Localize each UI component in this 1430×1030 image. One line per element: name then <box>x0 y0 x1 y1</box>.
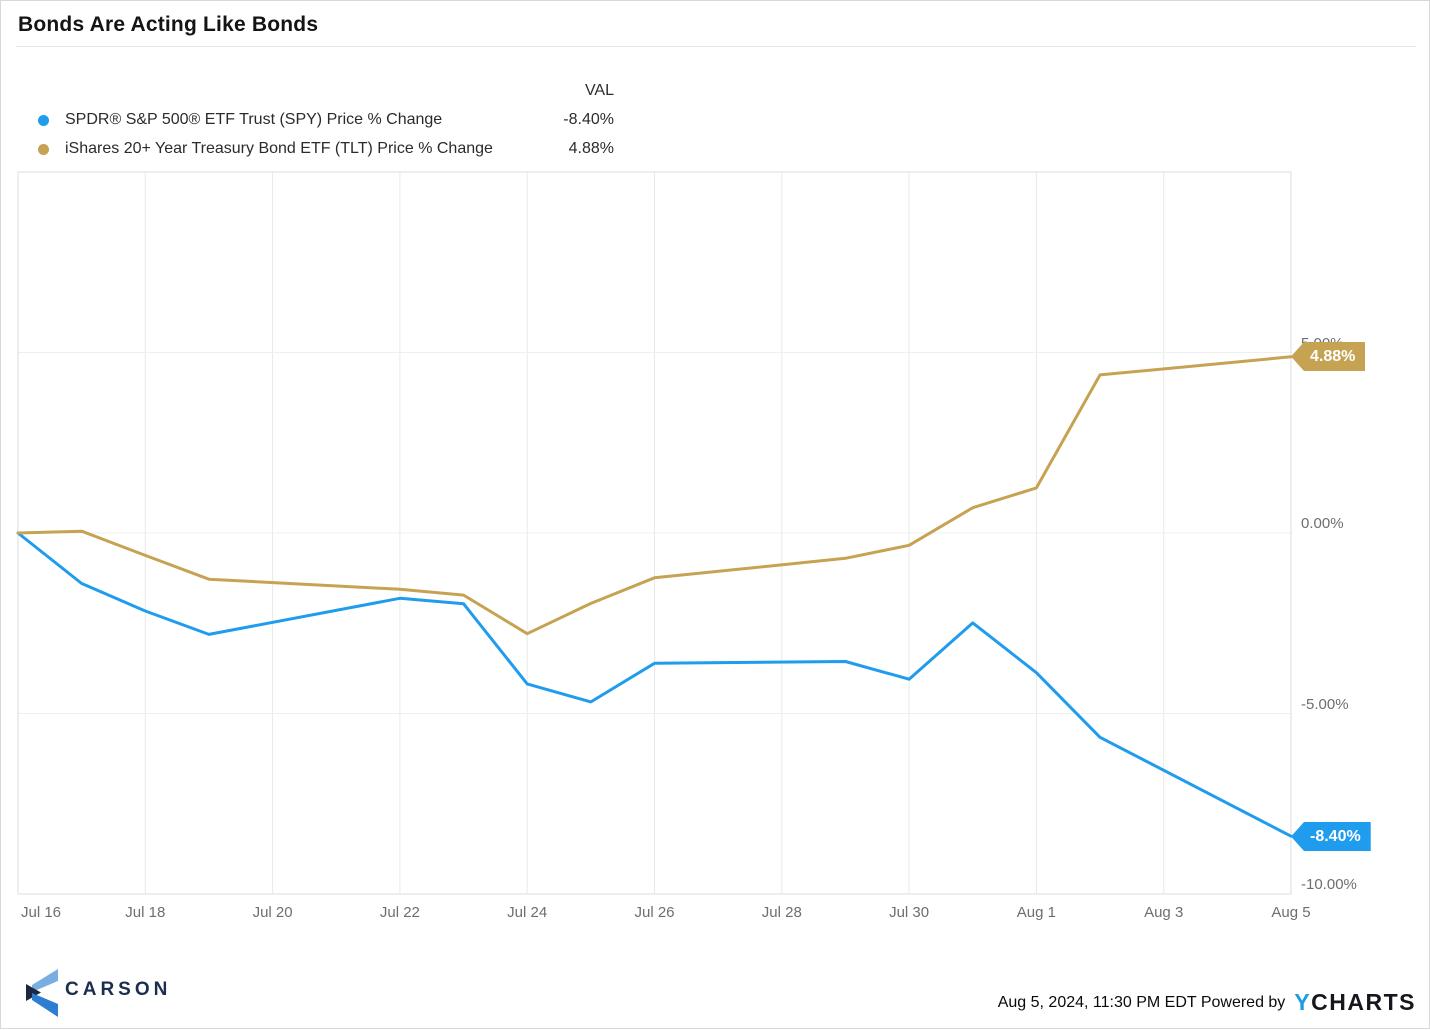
x-axis-tick-label: Jul 26 <box>634 904 675 921</box>
ycharts-logo: Y CHARTS <box>1294 989 1416 1015</box>
x-axis-tick-label: Jul 28 <box>761 904 802 921</box>
carson-logo-icon <box>26 969 58 1017</box>
y-axis-tick-label: -10.00% <box>1301 876 1357 893</box>
attribution: Aug 5, 2024, 11:30 PM EDT Powered by Y CH… <box>998 989 1416 1016</box>
spy-series-dot-icon <box>38 114 49 126</box>
legend-label-spy: SPDR® S&P 500® ETF Trust (SPY) Price % C… <box>65 111 443 128</box>
legend-item-spy: SPDR® S&P 500® ETF Trust (SPY) Price % C… <box>38 109 614 131</box>
timestamp-and-powered-by: Aug 5, 2024, 11:30 PM EDT Powered by <box>997 993 1286 1011</box>
title-divider <box>16 46 1416 47</box>
x-axis-tick-label: Jul 18 <box>125 904 166 921</box>
x-axis-tick-label: Aug 5 <box>1271 904 1311 921</box>
legend-value-tlt: 4.88% <box>568 140 614 157</box>
spy-series-line <box>16 531 1293 838</box>
tlt-series-line <box>16 355 1293 636</box>
x-axis-tick-label: Jul 30 <box>889 904 930 921</box>
x-axis-tick-label: Jul 24 <box>507 904 548 921</box>
y-axis-tick-label: -5.00% <box>1301 695 1349 713</box>
legend-item-tlt: iShares 20+ Year Treasury Bond ETF (TLT)… <box>38 138 614 160</box>
legend-value-spy: -8.40% <box>563 111 614 128</box>
x-axis-tick-label: Aug 1 <box>1016 904 1056 921</box>
legend-val-header: VAL <box>584 82 614 99</box>
y-axis-tick-label: 0.00% <box>1301 515 1344 532</box>
spy-last-value-tag: -8.40% <box>1291 822 1371 851</box>
x-axis-tick-label: Jul 22 <box>379 904 420 921</box>
tlt-series-dot-icon <box>38 143 49 155</box>
tlt-last-value-tag: 4.88% <box>1291 342 1366 371</box>
legend-label-tlt: iShares 20+ Year Treasury Bond ETF (TLT)… <box>65 140 493 157</box>
carson-wordmark: CARSON <box>65 979 172 1000</box>
x-axis-tick-label: Aug 3 <box>1144 904 1184 921</box>
page-title: Bonds Are Acting Like Bonds <box>18 13 319 36</box>
ycharts-y-icon: Y <box>1294 989 1312 1015</box>
x-axis-tick-label: Jul 16 <box>21 904 62 921</box>
x-axis-tick-label: Jul 20 <box>252 904 293 921</box>
